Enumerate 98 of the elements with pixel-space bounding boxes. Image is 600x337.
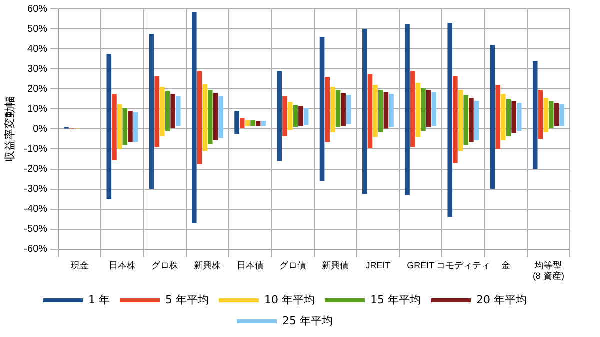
bar: [384, 92, 389, 129]
bar: [421, 88, 426, 132]
bar: [176, 96, 181, 126]
bar: [554, 103, 560, 126]
x-tick-label: 現金: [70, 260, 89, 270]
y-tick-label: -20%: [24, 164, 48, 176]
y-tick-label: 30%: [28, 64, 48, 75]
x-tick-label: 日本株: [108, 260, 136, 270]
bar: [192, 12, 197, 224]
y-tick-label: -60%: [24, 244, 48, 256]
bar: [288, 102, 293, 130]
bar: [389, 94, 394, 128]
bar: [282, 96, 288, 136]
bar: [261, 121, 266, 126]
bar: [501, 94, 506, 140]
bar: [512, 101, 516, 134]
x-tick-label: 金: [502, 260, 511, 270]
bar: [149, 34, 154, 190]
x-tick-label: 新興株: [194, 260, 222, 270]
bar: [122, 108, 128, 146]
y-axis-title: 収益率変動幅: [4, 96, 17, 162]
bar: [128, 111, 133, 142]
bar: [240, 118, 245, 128]
y-tick-label: -50%: [24, 224, 48, 236]
bar: [112, 94, 117, 160]
bar: [410, 71, 416, 148]
bar: [133, 112, 138, 142]
bar: [464, 95, 469, 146]
x-tick-label: JREIT: [366, 260, 392, 270]
bar: [532, 61, 538, 170]
bar: [544, 98, 548, 132]
bar: [448, 23, 453, 218]
bar: [197, 71, 202, 164]
bar: [304, 108, 309, 126]
bar: [330, 87, 336, 132]
bar: [325, 77, 330, 142]
bar: [213, 93, 218, 140]
bar: [256, 121, 261, 126]
bar: [106, 54, 112, 200]
bar: [250, 120, 256, 126]
bar: [218, 96, 224, 138]
bar: [245, 120, 250, 126]
bar: [346, 95, 352, 124]
x-tick-label: コモディティ: [436, 260, 490, 270]
bar: [378, 90, 384, 132]
bar: [453, 76, 458, 164]
bar: [368, 74, 373, 148]
bar: [506, 99, 512, 136]
bar: [405, 24, 410, 196]
bar: [538, 90, 544, 140]
x-tick-label: 均等型 (8 資産): [532, 260, 564, 282]
bar: [320, 37, 325, 182]
y-tick-label: 0%: [33, 124, 48, 135]
bar: [202, 84, 208, 152]
legend-label: 25 年平均: [282, 314, 334, 328]
bar: [469, 98, 474, 142]
bar: [490, 45, 496, 190]
y-tick-label: -30%: [24, 184, 48, 196]
bar: [426, 90, 432, 128]
y-tick-label: 60%: [28, 4, 48, 15]
legend-label: 5 年平均: [166, 293, 210, 306]
bar: [458, 90, 464, 152]
bar: [298, 106, 304, 126]
y-tick-label: -40%: [24, 204, 48, 216]
bar: [165, 91, 170, 132]
bar: [208, 90, 213, 144]
bar: [432, 92, 437, 126]
bar: [154, 76, 160, 148]
y-tick-label: 10%: [28, 104, 48, 115]
y-tick-label: 40%: [28, 44, 48, 55]
y-tick-label: -10%: [24, 144, 48, 155]
bar: [170, 94, 176, 128]
bar: [416, 83, 421, 138]
legend-label: 1 年: [88, 293, 110, 306]
bar: [474, 101, 480, 140]
bar: [277, 71, 282, 162]
x-tick-label: GREIT: [407, 260, 436, 270]
x-tick-label: グロ債: [279, 260, 306, 270]
bar: [336, 90, 341, 128]
y-tick-label: 20%: [28, 84, 48, 95]
bar: [362, 29, 368, 194]
bar: [516, 103, 522, 132]
x-tick-label: グロ株: [152, 260, 179, 270]
bar: [117, 104, 122, 150]
legend-label: 10 年平均: [264, 293, 316, 306]
bar: [293, 105, 298, 128]
legend-label: 15 年平均: [370, 293, 421, 306]
bar: [234, 111, 240, 134]
bar: [373, 85, 378, 138]
bar: [496, 85, 500, 150]
bar: [548, 101, 554, 128]
bar: [160, 87, 165, 136]
bar: [560, 104, 564, 126]
x-tick-label: 新興債: [322, 260, 350, 270]
y-tick-label: 50%: [28, 24, 48, 35]
bar: [341, 93, 346, 126]
legend-label: 20 年平均: [476, 293, 527, 306]
x-tick-label: 日本債: [236, 260, 264, 270]
